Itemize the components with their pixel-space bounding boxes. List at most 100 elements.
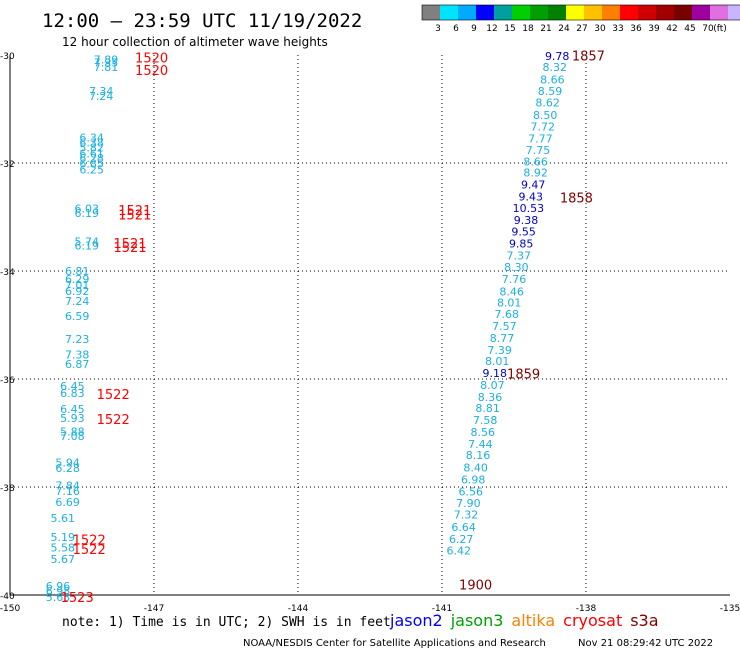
wave-height-label: 9.55: [511, 226, 536, 239]
wave-height-label: 9.78: [545, 50, 570, 63]
pass-time-label: 1520: [135, 64, 168, 79]
wave-height-label: 10.53: [513, 202, 545, 215]
footer-note: note: 1) Time is in UTC; 2) SWH is in fe…: [62, 615, 391, 630]
colorbar-frame: [421, 4, 740, 21]
satellite-legend: jason2 jason3 altika cryosat s3a: [389, 611, 659, 630]
wave-height-label: 6.34: [79, 132, 104, 145]
colorbar-tick-label: 12: [486, 24, 497, 34]
wave-height-label: 7.58: [473, 414, 498, 427]
satellite-legend-cryosat: cryosat: [563, 611, 622, 630]
wave-height-label: 7.81: [94, 61, 119, 74]
wave-height-label: 8.07: [480, 379, 505, 392]
colorbar-tick-label: 30: [594, 24, 606, 34]
wave-height-label: 7.39: [487, 344, 512, 357]
colorbar-swatch: [656, 5, 674, 20]
colorbar-tick-label: 24: [558, 24, 570, 34]
pass-time-label: 1521: [113, 241, 146, 256]
wave-height-label: 8.77: [490, 332, 515, 345]
colorbar-unit: (ft): [713, 24, 727, 34]
wave-height-label: 7.37: [507, 249, 532, 262]
colorbar-tick-label: 27: [576, 24, 587, 34]
plot-grid: [10, 55, 730, 595]
y-tick-label: -30: [0, 52, 15, 62]
footer-credit: NOAA/NESDIS Center for Satellite Applica…: [243, 638, 546, 649]
colorbar-tick-label: 45: [684, 24, 695, 34]
wave-height-label: 6.61: [79, 147, 104, 160]
wave-height-values: 7.897.357.817.347.246.346.385.826.616.28…: [46, 50, 570, 604]
wave-height-label: 6.45: [60, 380, 85, 393]
wave-height-label: 7.57: [492, 320, 517, 333]
colorbar-swatch: [476, 5, 494, 20]
x-tick-label: -138: [576, 604, 597, 614]
wave-height-label: 8.36: [478, 391, 503, 404]
wave-height-label: 6.03: [75, 202, 100, 215]
colorbar-tick-label: 3: [435, 24, 441, 34]
wave-height-label: 5.67: [51, 553, 76, 566]
wave-height-label: 7.72: [531, 120, 556, 133]
wave-height-label: 8.16: [466, 449, 491, 462]
colorbar-tick-label: 33: [612, 24, 623, 34]
wave-height-label: 8.50: [533, 109, 558, 122]
wave-height-label: 7.44: [468, 438, 493, 451]
wave-height-label: 6.87: [65, 358, 90, 371]
colorbar-swatch: [638, 5, 656, 20]
wave-height-label: 5.61: [51, 512, 76, 525]
wave-height-label: 7.16: [55, 485, 80, 498]
x-tick-label: -150: [0, 604, 20, 614]
wave-height-label: 6.83: [60, 387, 85, 400]
wave-height-label: 6.64: [451, 521, 476, 534]
pass-time-label: 1521: [118, 204, 151, 219]
wave-height-label: 7.90: [456, 497, 481, 510]
colorbar-swatch: [440, 5, 458, 20]
wave-height-label: 6.27: [449, 533, 474, 546]
wave-height-label: 8.66: [540, 73, 565, 86]
pass-time-label: 1522: [97, 413, 130, 428]
wave-height-label: 7.08: [60, 430, 85, 443]
wave-height-label: 6.25: [79, 163, 104, 176]
colorbar-swatch: [620, 5, 638, 20]
pass-time-label: 1522: [73, 533, 106, 548]
wave-height-label: 8.30: [504, 261, 529, 274]
y-tick-label: -36: [0, 376, 15, 386]
colorbar-swatch: [512, 5, 530, 20]
y-tick-label: -38: [0, 484, 15, 494]
wave-height-label: 8.01: [497, 296, 522, 309]
wave-height-label: 8.59: [538, 85, 563, 98]
chart-subtitle: 12 hour collection of altimeter wave hei…: [62, 35, 328, 49]
pass-time-label: 1520: [135, 52, 168, 67]
wave-height-label: 8.56: [471, 426, 496, 439]
wave-height-label: 6.29: [65, 273, 90, 286]
colorbar-tick-label: 70: [702, 24, 714, 34]
wave-height-label: 8.62: [535, 97, 560, 110]
x-tick-label: -135: [720, 604, 740, 614]
wave-height-label: 6.98: [461, 473, 486, 486]
wave-height-label: 7.89: [94, 53, 119, 66]
wave-height-label: 7.24: [89, 90, 114, 103]
wave-height-label: 8.32: [543, 61, 568, 74]
wave-height-label: 7.34: [89, 85, 114, 98]
colorbar-tick-label: 39: [648, 24, 660, 34]
wave-height-label: 5.63: [46, 591, 71, 604]
wave-height-label: 7.84: [55, 479, 80, 492]
wave-height-label: 9.85: [509, 237, 534, 250]
colorbar-swatch: [530, 5, 548, 20]
wave-height-label: 6.81: [65, 265, 90, 278]
satellite-legend-jason3: jason3: [450, 611, 504, 630]
x-tick-label: -141: [432, 604, 452, 614]
y-tick-labels: -30 -32 -34 -36 -38 -40: [0, 52, 15, 602]
wave-height-label: 7.01: [65, 279, 90, 292]
pass-time-label: 1521: [113, 237, 146, 252]
wave-height-label: 7.32: [454, 509, 479, 522]
wave-height-label: 7.23: [65, 333, 90, 346]
wave-height-label: 6.59: [65, 310, 90, 323]
wave-height-label: 7.35: [94, 57, 119, 70]
x-tick-label: -147: [144, 604, 164, 614]
x-tick-labels: -150 -147 -144 -141 -138 -135: [0, 604, 740, 614]
colorbar-swatch: [422, 5, 440, 20]
wave-height-label: 6.28: [55, 462, 80, 475]
plot-axes: [9, 55, 730, 596]
colorbar-swatch: [710, 5, 728, 20]
colorbar-tick-label: 21: [540, 24, 551, 34]
wave-height-label: 6.38: [79, 136, 104, 149]
